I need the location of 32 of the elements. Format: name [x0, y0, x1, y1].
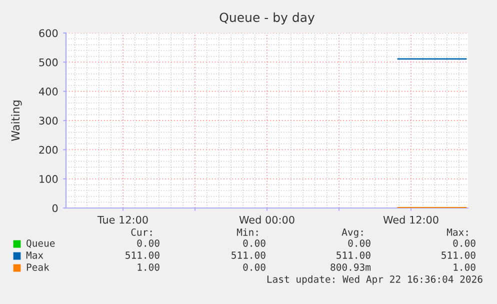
text: 511.00	[336, 251, 370, 259]
text: 0.00	[243, 263, 266, 271]
text: 0.00	[243, 239, 266, 247]
x-tick-label: Wed 12:00	[383, 216, 438, 224]
y-tick-label: 300	[39, 116, 58, 125]
legend-label: Peak	[26, 263, 50, 271]
x-tick-label: Wed 00:00	[239, 216, 294, 224]
y-tick-label: 400	[38, 88, 58, 96]
text: 0.00	[348, 239, 370, 247]
text: Last update: Wed Apr 22 16:36:04 2026	[267, 275, 482, 285]
text: Max:	[446, 228, 468, 236]
text: Min:	[236, 228, 258, 236]
y-tick-label: 200	[39, 146, 58, 154]
y-tick-label: 600	[39, 29, 58, 38]
legend-label: Max	[26, 252, 44, 259]
y-tick-label: 500	[39, 58, 58, 66]
text: 511.00	[442, 251, 476, 259]
y-tick-label: 100	[40, 175, 58, 183]
y-axis-title: Waiting	[11, 100, 22, 141]
legend-label: Queue	[26, 239, 55, 248]
text: 0.00	[137, 239, 160, 247]
text: Cur:	[131, 228, 152, 236]
text: 1.00	[138, 263, 160, 271]
chart-title: Queue - by day	[220, 12, 315, 24]
text: 1.00	[454, 263, 476, 271]
text: Avg:	[342, 228, 363, 238]
text: 511.00	[126, 251, 160, 259]
y-tick-label: 0	[52, 204, 58, 212]
text: 800.93m	[330, 263, 371, 271]
x-tick-label: Tue 12:00	[97, 216, 148, 224]
text: 511.00	[232, 251, 266, 259]
text: 0.00	[453, 239, 476, 247]
